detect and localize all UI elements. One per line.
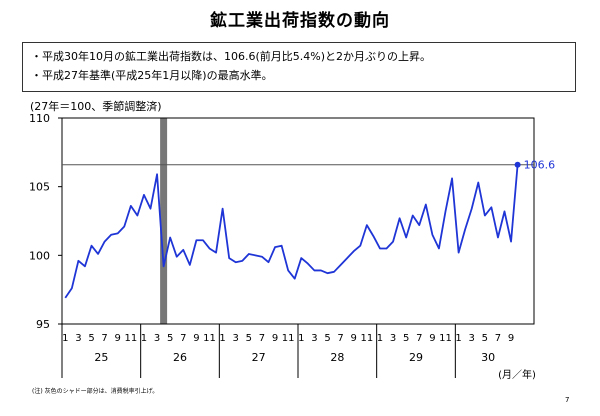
x-month-label: 11 xyxy=(439,333,452,344)
x-axis-unit-label: (月／年) xyxy=(498,368,536,381)
x-month-label: 9 xyxy=(115,333,121,344)
y-tick-label: 105 xyxy=(29,181,50,194)
x-month-label: 9 xyxy=(508,333,514,344)
unit-note: (27年＝100、季節調整済) xyxy=(30,100,162,113)
x-month-label: 1 xyxy=(298,333,304,344)
x-month-label: 1 xyxy=(219,333,225,344)
x-month-label: 7 xyxy=(259,333,265,344)
x-month-label: 9 xyxy=(429,333,435,344)
footnote: (注) 灰色のシャドー部分は、消費税率引上げ。 xyxy=(32,388,159,395)
last-value-label: 106.6 xyxy=(524,159,556,172)
series-line xyxy=(64,164,519,299)
x-month-label: 3 xyxy=(311,333,317,344)
x-month-label: 9 xyxy=(351,333,357,344)
shaded-period-bar xyxy=(160,118,168,324)
y-tick-label: 110 xyxy=(29,112,50,125)
last-data-point xyxy=(514,161,521,168)
x-month-label: 3 xyxy=(75,333,81,344)
x-month-label: 7 xyxy=(416,333,422,344)
x-month-label: 7 xyxy=(101,333,107,344)
x-month-label: 5 xyxy=(482,333,488,344)
x-month-label: 11 xyxy=(203,333,216,344)
x-year-label: 27 xyxy=(252,351,266,364)
x-month-label: 9 xyxy=(193,333,199,344)
summary-bullet-1: ・平成30年10月の鉱工業出荷指数は、106.6(前月比5.4%)と2か月ぶりの… xyxy=(31,50,432,63)
x-month-label: 5 xyxy=(167,333,173,344)
x-month-label: 3 xyxy=(469,333,475,344)
x-month-label: 7 xyxy=(180,333,186,344)
x-month-label: 11 xyxy=(360,333,373,344)
x-month-label: 5 xyxy=(324,333,330,344)
x-month-label: 11 xyxy=(124,333,137,344)
y-tick-label: 100 xyxy=(29,249,50,262)
x-month-label: 1 xyxy=(455,333,461,344)
x-year-label: 29 xyxy=(409,351,423,364)
x-month-label: 1 xyxy=(377,333,383,344)
x-year-label: 26 xyxy=(173,351,187,364)
x-month-label: 3 xyxy=(154,333,160,344)
x-month-label: 5 xyxy=(88,333,94,344)
summary-box: ・平成30年10月の鉱工業出荷指数は、106.6(前月比5.4%)と2か月ぶりの… xyxy=(22,42,576,92)
summary-bullet-2: ・平成27年基準(平成25年1月以降)の最高水準。 xyxy=(31,69,273,82)
x-month-label: 1 xyxy=(141,333,147,344)
x-year-label: 30 xyxy=(481,351,495,364)
x-year-label: 25 xyxy=(94,351,108,364)
x-month-label: 5 xyxy=(403,333,409,344)
x-month-label: 1 xyxy=(62,333,68,344)
page-number: 7 xyxy=(565,396,570,404)
x-month-label: 7 xyxy=(337,333,343,344)
x-month-label: 5 xyxy=(246,333,252,344)
x-month-label: 9 xyxy=(272,333,278,344)
x-year-label: 28 xyxy=(330,351,344,364)
plot-frame xyxy=(61,117,535,325)
page-title: 鉱工業出荷指数の動向 xyxy=(210,11,390,31)
x-month-label: 7 xyxy=(495,333,501,344)
x-month-label: 3 xyxy=(390,333,396,344)
x-month-label: 3 xyxy=(233,333,239,344)
y-tick-label: 95 xyxy=(36,318,50,331)
x-month-label: 11 xyxy=(282,333,295,344)
